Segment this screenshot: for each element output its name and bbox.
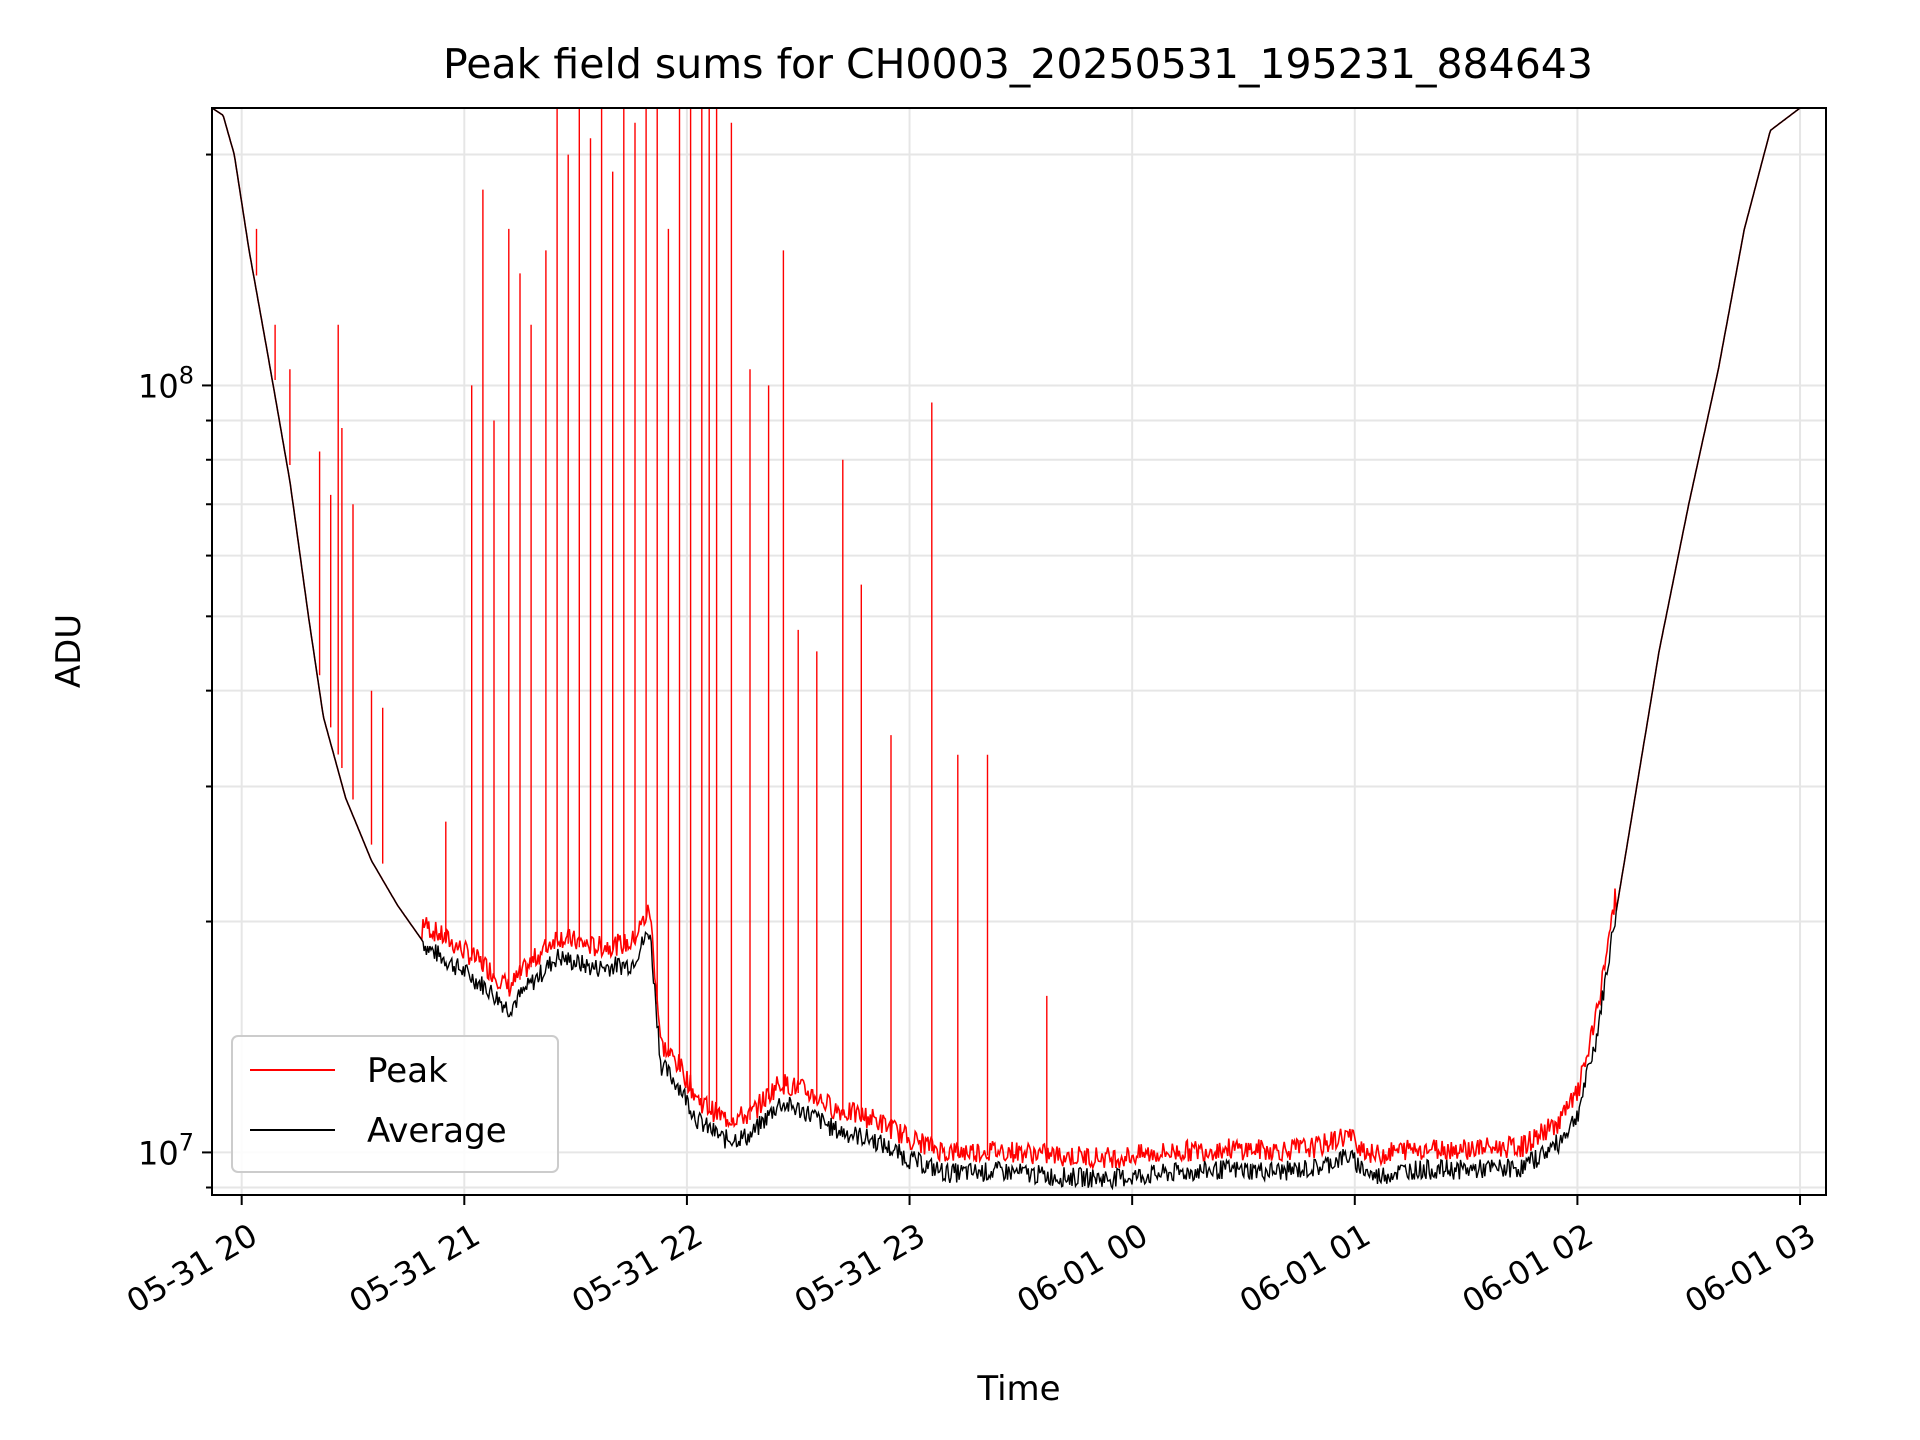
grid	[212, 108, 1826, 1195]
x-tick-label: 05-31 22	[565, 1216, 709, 1321]
x-tick-label: 06-01 02	[1456, 1216, 1600, 1321]
chart-title: Peak field sums for CH0003_20250531_1952…	[443, 40, 1593, 88]
y-axis-label: ADU	[49, 614, 89, 688]
axes-frame	[211, 107, 1827, 1196]
x-axis: 05-31 20 05-31 21 05-31 22 05-31 23 06-01 00…	[120, 1195, 1822, 1321]
x-tick-label: 06-01 03	[1678, 1216, 1822, 1321]
x-tick-label: 05-31 20	[120, 1216, 264, 1321]
legend-label-peak: Peak	[367, 1051, 448, 1091]
y-tick-label: 108	[138, 361, 194, 405]
x-tick-label: 05-31 23	[788, 1216, 932, 1321]
series-peak-line	[212, 108, 1826, 1171]
x-tick-label: 06-01 01	[1233, 1216, 1377, 1321]
x-tick-label: 06-01 00	[1011, 1216, 1155, 1321]
x-axis-label: Time	[976, 1369, 1060, 1409]
legend-label-average: Average	[367, 1111, 507, 1151]
legend: Peak Average	[231, 1035, 559, 1173]
series-average-line	[212, 108, 1826, 1191]
plot-area	[212, 108, 1826, 1191]
y-tick-label: 107	[138, 1128, 194, 1172]
y-axis: 107 108	[138, 153, 212, 1189]
x-tick-label: 05-31 21	[343, 1216, 487, 1321]
series-peak-spikes	[255, 108, 1048, 1160]
